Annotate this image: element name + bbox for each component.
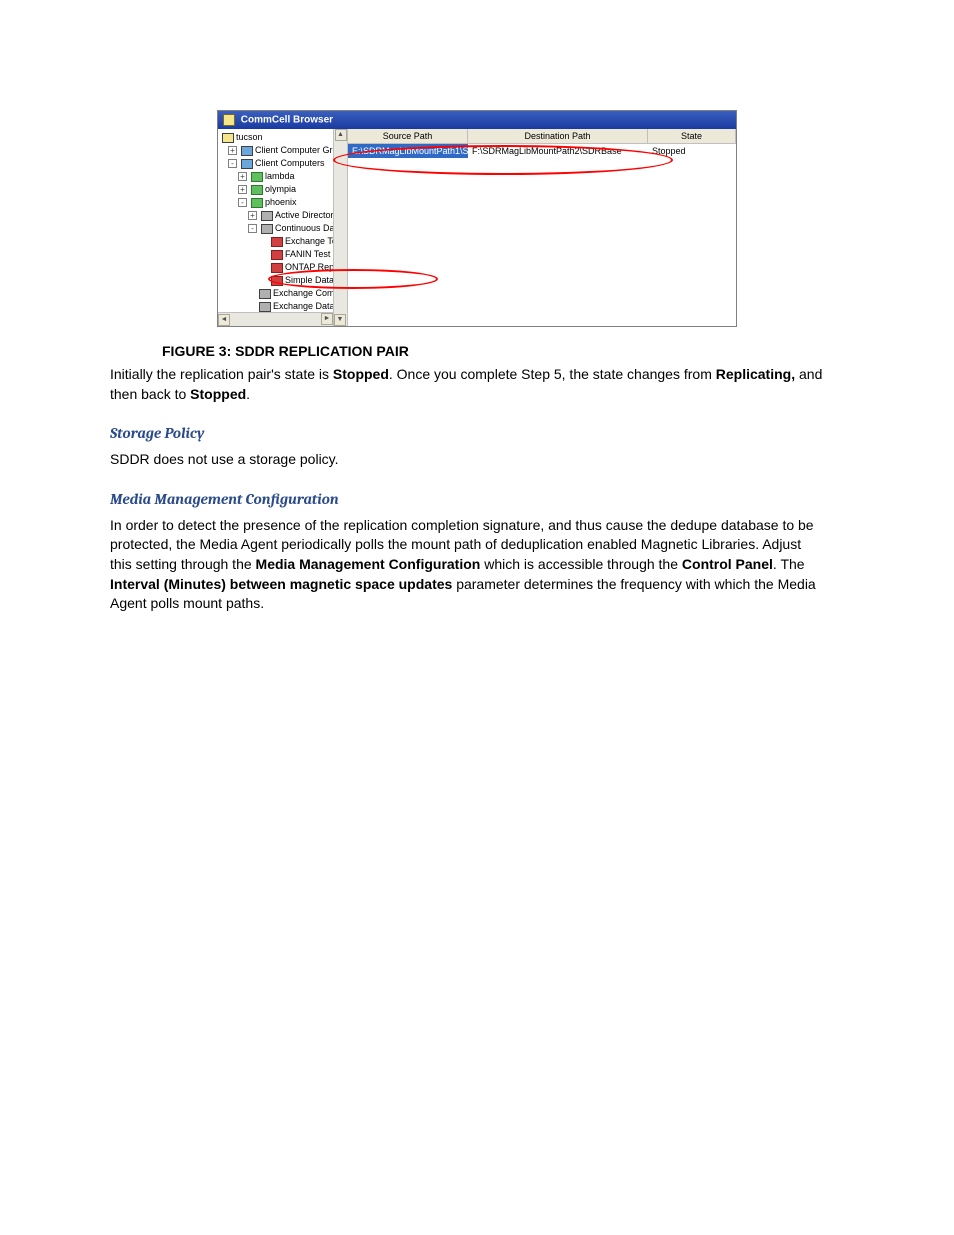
collapse-icon[interactable]: - <box>238 198 247 207</box>
tree-label: FANIN Test <box>285 248 330 261</box>
text-bold: Stopped <box>190 386 246 402</box>
tree-label: Client Computers <box>255 157 325 170</box>
text: . Once you complete Step 5, the state ch… <box>389 366 684 382</box>
col-dest[interactable]: Destination Path <box>468 129 648 143</box>
text-bold: Replicating, <box>716 366 795 382</box>
tree-item-olympia[interactable]: + olympia <box>218 183 347 196</box>
tree-label: phoenix <box>265 196 297 209</box>
tree-item-phoenix[interactable]: - phoenix <box>218 196 347 209</box>
repset-icon <box>271 250 283 260</box>
scroll-down-icon[interactable]: ▼ <box>334 314 346 326</box>
tree-label: Active Directory <box>275 209 338 222</box>
computer-icon <box>241 159 253 169</box>
expand-icon[interactable]: + <box>248 211 257 220</box>
expand-icon[interactable]: + <box>238 172 247 181</box>
tree-item-groups[interactable]: +Client Computer Groups <box>218 144 347 157</box>
window-titlebar: CommCell Browser <box>218 111 736 129</box>
text-bold: Media Management Configuration <box>256 556 481 572</box>
text-bold: Interval (Minutes) between magnetic spac… <box>110 576 452 592</box>
tree-item-clients[interactable]: - Client Computers <box>218 157 347 170</box>
tree-item-lambda[interactable]: + lambda <box>218 170 347 183</box>
titlebar-icon <box>223 114 235 126</box>
tree-root[interactable]: tucson <box>218 131 347 144</box>
cell-state: Stopped <box>648 144 736 158</box>
col-source[interactable]: Source Path <box>348 129 468 143</box>
client-icon <box>251 198 263 208</box>
scroll-right-icon[interactable]: ► <box>321 313 333 325</box>
tree-label: tucson <box>236 131 263 144</box>
text: which is accessible through the <box>480 556 682 572</box>
client-icon <box>251 185 263 195</box>
scroll-left-icon[interactable]: ◄ <box>218 314 230 326</box>
tree-label: olympia <box>265 183 296 196</box>
grid-row[interactable]: E:\SDRMagLibMountPath1\SDRBase F:\SDRMag… <box>348 144 736 158</box>
tree-item-ad[interactable]: + Active Directory <box>218 209 347 222</box>
expand-icon[interactable]: + <box>228 146 237 155</box>
tree-pane[interactable]: tucson +Client Computer Groups - Client C… <box>218 129 348 326</box>
collapse-icon[interactable]: - <box>248 224 257 233</box>
col-state[interactable]: State <box>648 129 736 143</box>
heading-storage-policy: Storage Policy <box>110 424 844 442</box>
storage-paragraph: SDDR does not use a storage policy. <box>110 450 820 470</box>
window-title: CommCell Browser <box>241 115 333 126</box>
grid-pane: Source Path Destination Path State E:\SD… <box>348 129 736 326</box>
text: Initially the replication pair's state i… <box>110 366 333 382</box>
repset-icon <box>271 237 283 247</box>
scroll-up-icon[interactable]: ▲ <box>335 129 347 141</box>
figure-caption: Figure 3: SDDR Replication Pair <box>162 343 844 359</box>
repset-icon <box>271 276 283 286</box>
agent-icon <box>261 211 273 221</box>
vertical-scrollbar[interactable]: ▲ ▼ <box>333 129 347 326</box>
group-icon <box>241 146 253 156</box>
tree-item-cdr[interactable]: -Continuous Data Replic <box>218 222 347 235</box>
screenshot-figure: CommCell Browser tucson +Client Computer… <box>217 110 737 327</box>
agent-icon <box>259 289 271 299</box>
text: . The <box>773 556 805 572</box>
state-paragraph: Initially the replication pair's state i… <box>110 365 844 404</box>
tree-item-exch-comp[interactable]: Exchange Compliance A <box>218 287 347 300</box>
media-paragraph: In order to detect the presence of the r… <box>110 516 820 614</box>
text-bold: Stopped <box>333 366 389 382</box>
tree-item-ontap[interactable]: ONTAP Replication <box>218 261 347 274</box>
grid-header: Source Path Destination Path State <box>348 129 736 144</box>
agent-icon <box>261 224 273 234</box>
tree-item-simple[interactable]: Simple Data Replica <box>218 274 347 287</box>
tree-label: lambda <box>265 170 295 183</box>
text: . <box>246 386 250 402</box>
collapse-icon[interactable]: - <box>228 159 237 168</box>
text: from <box>684 366 716 382</box>
expand-icon[interactable]: + <box>238 185 247 194</box>
client-icon <box>251 172 263 182</box>
heading-media-management: Media Management Configuration <box>110 490 844 508</box>
cell-source: E:\SDRMagLibMountPath1\SDRBase <box>348 144 468 158</box>
folder-icon <box>222 133 234 143</box>
agent-icon <box>259 302 271 312</box>
tree-item-fanin[interactable]: FANIN Test <box>218 248 347 261</box>
text-bold: Control Panel <box>682 556 773 572</box>
tree-item-exch-test[interactable]: Exchange Test <box>218 235 347 248</box>
cell-dest: F:\SDRMagLibMountPath2\SDRBase <box>468 144 648 158</box>
horizontal-scrollbar[interactable]: ◄ ► <box>218 312 333 326</box>
repset-icon <box>271 263 283 273</box>
